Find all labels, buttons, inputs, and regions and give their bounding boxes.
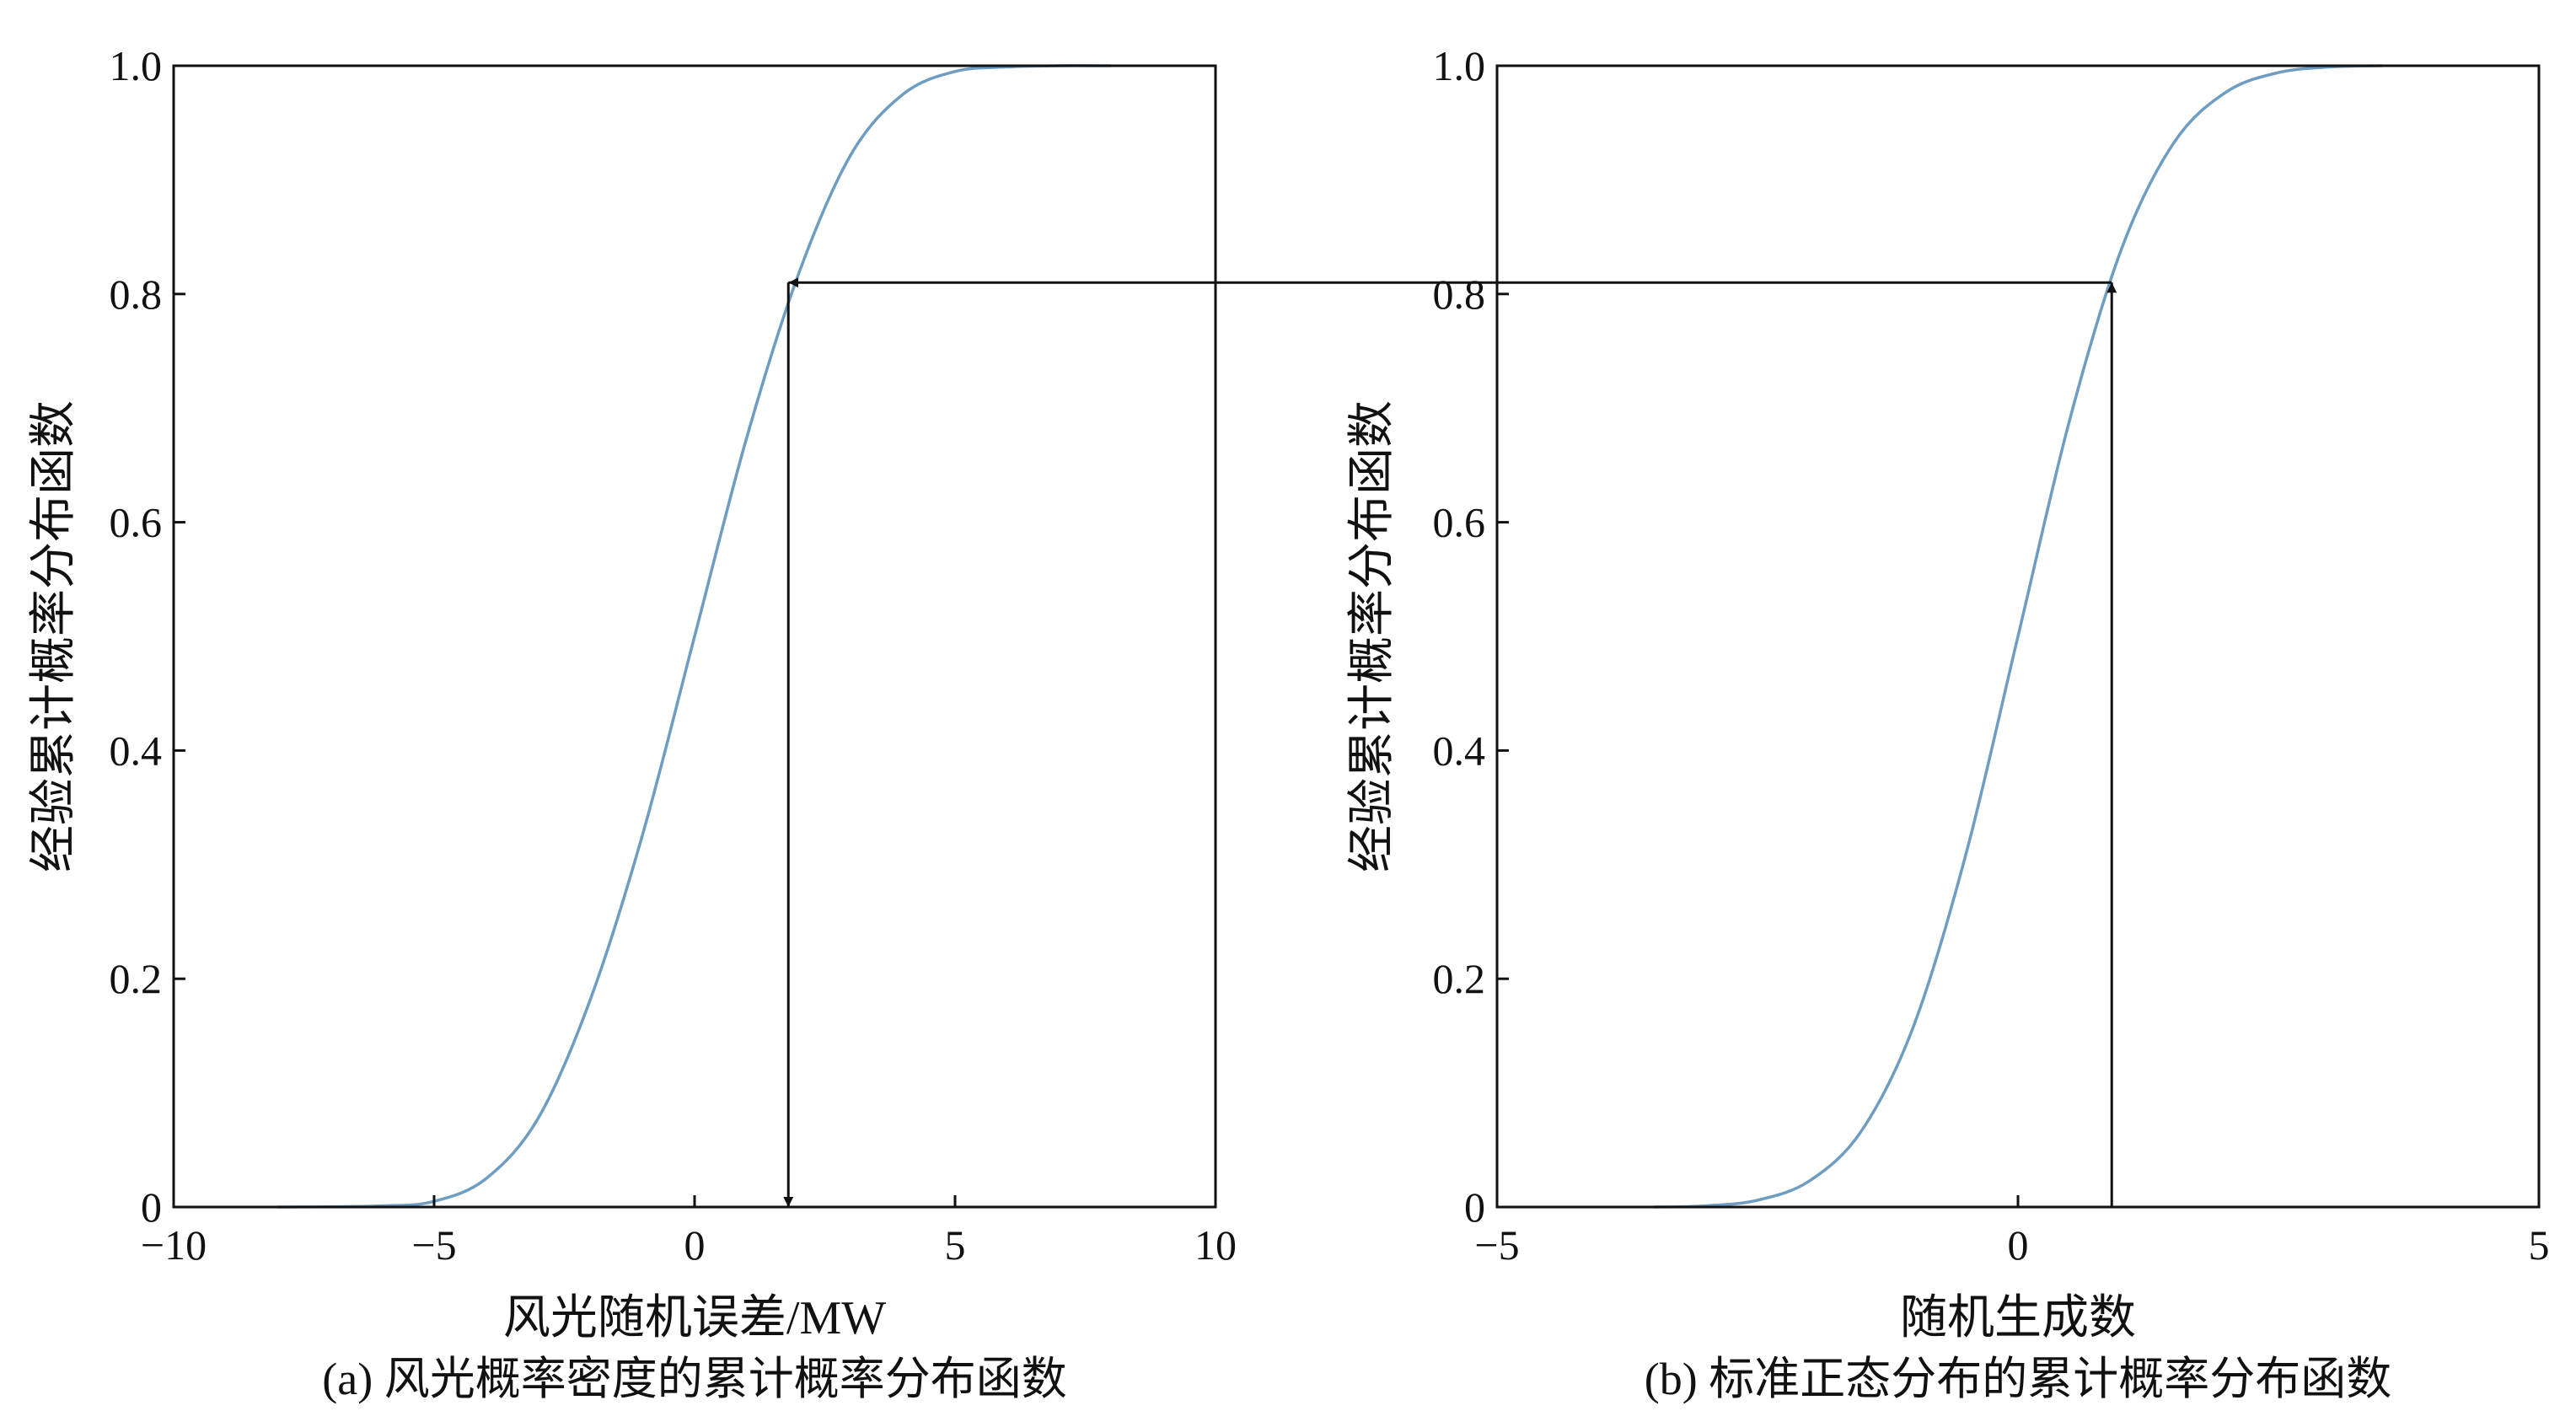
y-tick-label: 0.6 [110,499,163,546]
x-tick-label: 0 [684,1221,706,1269]
y-tick-label: 0.8 [110,271,163,318]
y-tick-label: 0.8 [1433,271,1486,318]
panel-caption: (b) 标准正态分布的累计概率分布函数 [1645,1354,2391,1404]
x-tick-label: 5 [945,1221,966,1269]
x-axis-label: 风光随机误差/MW [503,1292,886,1344]
x-tick-label: 0 [2008,1221,2029,1269]
y-axis-label: 经验累计概率分布函数 [28,400,80,872]
x-tick-label: 5 [2529,1221,2550,1269]
y-tick-label: 1.0 [1433,42,1486,89]
x-tick-label: −5 [1474,1221,1519,1269]
panel-b: −5 0 500.20.40.60.81.0 随机生成数 经验累计概率分布函数 (b… [1346,42,2550,1404]
y-tick-label: 0.4 [1433,727,1486,774]
panel-a: −10 −5 0 5 10 0 0.2 0.4 0.6 0.8 1.0 风光随机误差/MW 经验累计… [28,42,1237,1404]
y-tick-label: 0 [1464,1183,1485,1231]
x-axis-label: 随机生成数 [1900,1292,2136,1344]
y-tick-label: 0 [141,1183,162,1231]
x-tick-label: −5 [411,1221,456,1269]
y-axis-label: 经验累计概率分布函数 [1346,400,1398,872]
tick-layer: −5 0 500.20.40.60.81.0 [1433,42,2550,1269]
y-tick-label: 1.0 [110,42,163,89]
panel-caption: (a) 风光概率密度的累计概率分布函数 [322,1354,1066,1404]
cdf-curve [1653,64,2383,1209]
x-tick-label: −10 [141,1221,207,1269]
mapping-arrows [783,277,2117,1207]
y-tick-label: 0.2 [110,955,163,1002]
cdf-curve [277,64,1112,1209]
y-tick-label: 0.2 [1433,955,1486,1002]
y-tick-label: 0.6 [1433,499,1486,546]
cdf-curve-layer [1653,64,2383,1209]
cdf-curve-layer [277,64,1112,1209]
x-tick-label: 10 [1194,1221,1237,1269]
tick-layer: −10 −5 0 5 10 0 0.2 0.4 0.6 0.8 1.0 [110,42,1237,1269]
y-tick-label: 0.4 [110,727,163,774]
